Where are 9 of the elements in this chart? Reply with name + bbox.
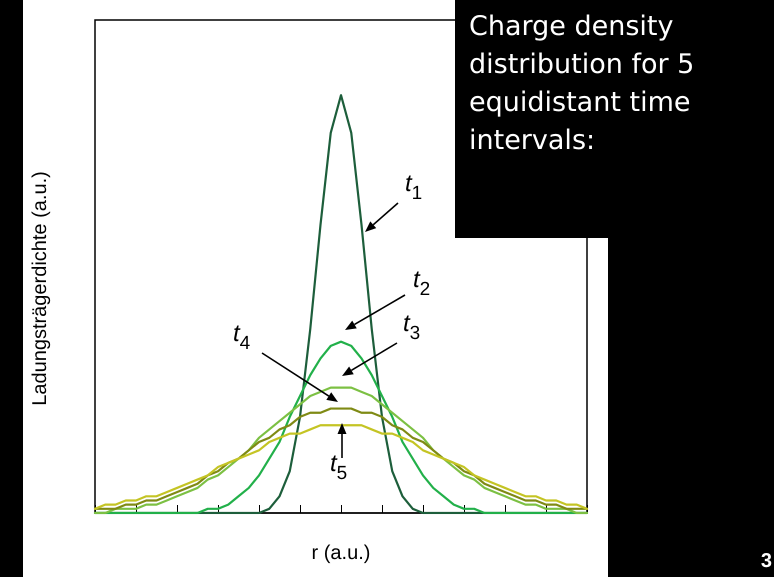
annotation: t$_{1}$ — [405, 170, 422, 206]
x-axis-title: r (a.u.) — [312, 542, 370, 564]
annotation: Charge density distribution for 5 equidistant time intervals: — [455, 0, 755, 238]
annotation: t$_{5}$ — [330, 450, 348, 486]
annotation: t$_{3}$ — [403, 310, 420, 346]
annotation: t$_{4}$ — [233, 320, 250, 356]
annotation: t$_{2}$ — [413, 266, 430, 302]
text: 3 — [760, 550, 772, 573]
y-axis-title: Ladungsträgerdichte (a.u.) — [29, 171, 51, 406]
